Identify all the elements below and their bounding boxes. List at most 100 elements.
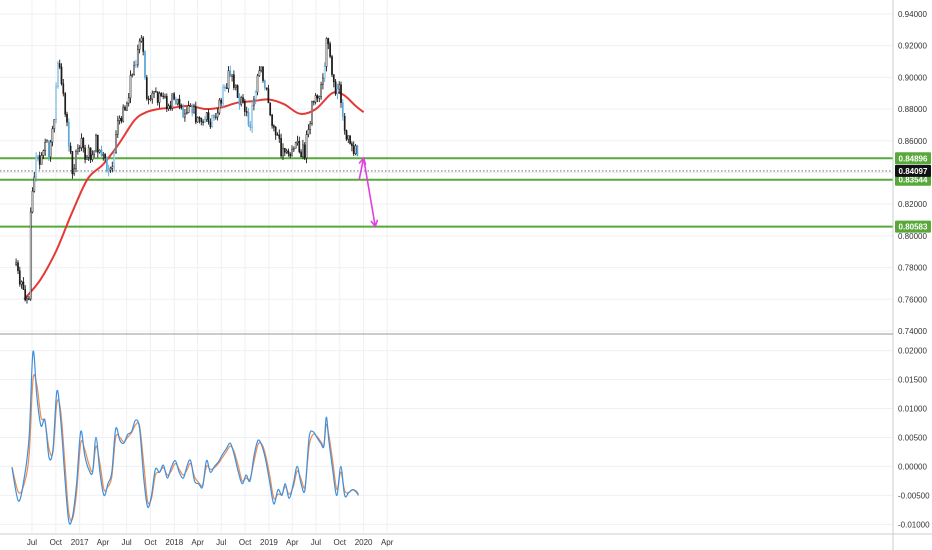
projection-arrow-up [358, 158, 365, 180]
candle-body [178, 98, 181, 106]
candle-body [345, 130, 348, 140]
level-tag-label: 0.84896 [899, 154, 928, 163]
candle-body [173, 93, 175, 100]
candle-body [260, 66, 263, 71]
candle-body [167, 105, 170, 109]
candle-body [140, 37, 143, 42]
oscillator-tick-label: 0.02000 [898, 347, 927, 356]
candle-body [356, 145, 359, 157]
candle-body [164, 96, 166, 98]
candle-body [287, 150, 290, 155]
candle-body [294, 142, 297, 149]
candle-body [204, 119, 206, 123]
candle-body [222, 86, 224, 104]
oscillator-tick-label: 0.00000 [898, 462, 927, 471]
price-candles [15, 35, 359, 304]
candle-body [82, 138, 85, 149]
time-tick-label: 2017 [71, 538, 89, 547]
candle-body [307, 129, 310, 135]
candle-body [334, 81, 337, 95]
candle-body [352, 145, 355, 154]
time-tick-label: Jul [121, 538, 131, 547]
time-tick-label: 2018 [165, 538, 183, 547]
candle-body [254, 91, 257, 100]
candle-body [182, 107, 184, 118]
candle-body [15, 262, 17, 265]
oscillator-main-line [11, 350, 359, 525]
candle-body [78, 147, 81, 149]
candle-body [113, 152, 116, 167]
candle-body [263, 80, 266, 88]
candle-body [91, 154, 94, 160]
time-tick-label: Apr [381, 538, 394, 547]
candle-body [33, 176, 36, 192]
candle-body [338, 84, 341, 90]
candle-body [87, 147, 90, 158]
candle-body [100, 149, 103, 156]
candle-body [336, 88, 339, 95]
candle-body [331, 56, 333, 75]
projection-arrow-down-head [370, 219, 379, 229]
candle-body [218, 99, 221, 114]
candle-body [175, 98, 177, 105]
candle-body [127, 97, 130, 104]
candle-body [200, 117, 203, 123]
candle-body [282, 147, 284, 157]
price-tick-label: 0.82000 [898, 200, 927, 209]
time-tick-label: Oct [144, 538, 157, 547]
candle-body [60, 66, 63, 85]
candle-body [64, 93, 67, 115]
candle-body [227, 70, 230, 89]
candle-body [242, 97, 244, 102]
candle-body [84, 147, 86, 160]
candle-body [115, 134, 117, 154]
candle-body [289, 153, 292, 157]
candle-body [216, 112, 219, 118]
candle-body [37, 155, 39, 158]
candle-body [153, 91, 155, 94]
level-tag-label: 0.80583 [899, 223, 928, 232]
candle-body [273, 125, 275, 128]
candle-body [271, 114, 273, 126]
candle-body [162, 95, 165, 98]
candle-body [42, 150, 45, 156]
candle-body [31, 190, 34, 213]
candle-body [22, 281, 25, 290]
candle-body [24, 289, 27, 301]
price-tick-label: 0.76000 [898, 295, 927, 304]
candle-body [249, 124, 252, 128]
candle-body [122, 106, 125, 122]
candle-body [147, 98, 150, 100]
candle-body [196, 117, 199, 123]
candle-body [322, 77, 324, 85]
time-tick-label: Apr [286, 538, 299, 547]
candle-body [224, 86, 226, 89]
candle-body [111, 166, 114, 169]
candle-body [220, 99, 223, 104]
time-tick-label: Jul [216, 538, 226, 547]
candle-body [303, 144, 306, 159]
time-tick-label: Apr [191, 538, 204, 547]
candle-body [280, 138, 282, 157]
candle-body [262, 66, 264, 81]
candle-body [351, 143, 353, 146]
price-tick-label: 0.88000 [898, 105, 927, 114]
candle-body [265, 87, 268, 90]
moving-average [23, 91, 365, 300]
candle-body [58, 63, 61, 68]
candle-body [325, 38, 328, 67]
candle-body [193, 106, 195, 114]
oscillator-tick-label: 0.01500 [898, 376, 927, 385]
candle-body [187, 105, 190, 113]
price-tags: 0.84896 0.83544 0.80583 0.84097 [895, 152, 931, 233]
candle-body [309, 123, 312, 130]
candle-body [202, 121, 204, 123]
candle-body [28, 298, 30, 300]
candle-body [57, 63, 59, 87]
candle-body [133, 65, 135, 75]
price-tick-label: 0.78000 [898, 264, 927, 273]
oscillator-tick-label: 0.01000 [898, 404, 927, 413]
candle-body [292, 147, 295, 150]
candle-body [95, 134, 97, 152]
